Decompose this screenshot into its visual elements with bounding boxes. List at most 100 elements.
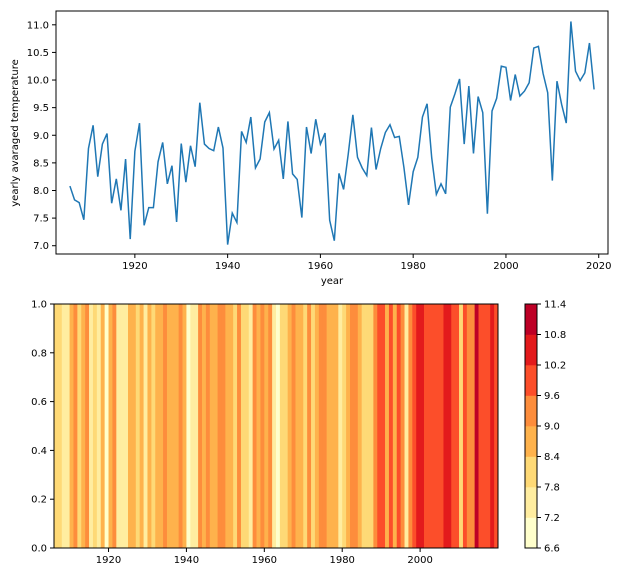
heatmap-cell <box>287 304 292 548</box>
y-tick-label: 0.8 <box>31 348 47 359</box>
heatmap-cell <box>314 304 320 548</box>
y-tick-label: 7.5 <box>33 214 49 225</box>
heatmap-cell <box>435 304 440 548</box>
heatmap-cell <box>190 304 195 548</box>
heatmap-cell <box>61 304 67 548</box>
y-tick-label: 8.0 <box>33 186 49 197</box>
heatmap-cell <box>256 304 261 548</box>
heatmap-cell <box>120 304 125 548</box>
colorbar-band <box>525 517 537 549</box>
colorbar-tick-label: 6.6 <box>544 544 560 555</box>
heatmap-cell <box>299 304 304 548</box>
x-tick-label: 1940 <box>215 261 240 272</box>
colorbar-tick-label: 10.2 <box>544 361 566 372</box>
heatmap-cell <box>459 304 464 548</box>
heatmap-cell <box>392 304 398 548</box>
heatmap-cell <box>174 304 180 548</box>
heatmap-cell <box>260 304 265 548</box>
colorbar-tick-label: 10.8 <box>544 330 566 341</box>
heatmap-cell <box>279 304 285 548</box>
colorbar-band <box>525 426 537 457</box>
heatmap-cell <box>77 304 82 548</box>
heatmap-cell <box>416 304 421 548</box>
heatmap-cell <box>240 304 246 548</box>
heatmap-chart: 1920 1940 1960 1980 2000 0.0 0.2 0.4 0.6 0.8 1.0 <box>31 300 499 566</box>
heatmap-cell <box>124 304 129 548</box>
heatmap-cell <box>330 304 335 548</box>
heatmap-cell <box>186 304 191 548</box>
colorbar-tick-label: 9.0 <box>544 422 560 433</box>
x-tick-label: 1940 <box>174 555 199 566</box>
colorbar-tick-label: 11.4 <box>544 300 566 311</box>
heatmap-cell <box>443 304 448 548</box>
heatmap-cell <box>166 304 172 548</box>
x-tick-label: 2000 <box>493 261 518 272</box>
heatmap-frame <box>53 303 499 549</box>
heatmap-cell <box>486 304 491 548</box>
line-plot-background <box>56 11 608 254</box>
x-tick-label: 1920 <box>96 555 121 566</box>
heatmap-cell <box>424 304 429 548</box>
y-tick-label: 0.6 <box>31 397 47 408</box>
colorbar-band <box>525 304 537 335</box>
heatmap-cell <box>112 304 117 548</box>
heatmap-cell <box>377 304 382 548</box>
heatmap-cell <box>272 304 277 548</box>
heatmap-cell <box>478 304 483 548</box>
heatmap-cell <box>151 304 156 548</box>
heatmap-cell <box>96 304 102 548</box>
line-plot-frame <box>55 10 609 255</box>
heatmap-cell <box>338 304 343 548</box>
heatmap-cell <box>57 304 63 548</box>
heatmap-cell <box>221 304 226 548</box>
heatmap-cell <box>369 304 374 548</box>
heatmap-cell <box>182 304 187 548</box>
heatmap-cell <box>209 304 215 548</box>
heatmap-cell <box>276 304 281 548</box>
heatmap-cell <box>85 304 90 548</box>
heatmap-cell <box>396 304 402 548</box>
y-tick-label: 0.0 <box>31 544 47 555</box>
y-axis-label: yearly avaraged temperature <box>10 59 21 206</box>
heatmap-cell <box>205 304 211 548</box>
heatmap-cell <box>451 304 456 548</box>
heatmap-cell <box>81 304 86 548</box>
y-tick-label: 11.0 <box>27 20 49 31</box>
heatmap-cell <box>202 304 207 548</box>
heatmap-cell <box>307 304 312 548</box>
y-tick-label: 8.5 <box>33 158 49 169</box>
heatmap-cell <box>104 304 109 548</box>
colorbar-tick-label: 7.8 <box>544 483 560 494</box>
y-tick-label: 10.5 <box>27 48 49 59</box>
heatmap-cell <box>198 304 203 548</box>
x-tick-label: 2020 <box>586 261 611 272</box>
heatmap-cell <box>342 304 347 548</box>
heatmap-cell <box>131 304 137 548</box>
heatmap-cell <box>248 304 254 548</box>
heatmap-cell <box>252 304 257 548</box>
heatmap-cell <box>350 304 355 548</box>
colorbar-band <box>525 487 537 518</box>
heatmap-cell <box>268 304 273 548</box>
heatmap-cell <box>365 304 370 548</box>
heatmap-cell <box>143 304 148 548</box>
line-chart: 1920 1940 1960 1980 2000 2020 7.0 7.5 8.0 8.5 9.0… <box>10 10 611 287</box>
heatmap-cell <box>229 304 234 548</box>
heatmap-cell <box>400 304 405 548</box>
heatmap-cell <box>108 304 113 548</box>
y-tick-label: 9.5 <box>33 103 49 114</box>
heatmap-cell <box>244 304 250 548</box>
heatmap-cell <box>334 304 339 548</box>
heatmap-cell <box>283 304 289 548</box>
heatmap-cell <box>311 304 316 548</box>
x-axis-label: year <box>321 276 344 287</box>
x-tick-label: 1960 <box>252 555 277 566</box>
heatmap-cell <box>412 304 417 548</box>
heatmap-cell <box>353 304 359 548</box>
heatmap-cell <box>326 304 331 548</box>
heatmap-cell <box>194 304 199 548</box>
heatmap-cell <box>237 304 242 548</box>
heatmap-cell <box>431 304 437 548</box>
heatmap-cell <box>159 304 164 548</box>
heatmap-cell <box>462 304 468 548</box>
